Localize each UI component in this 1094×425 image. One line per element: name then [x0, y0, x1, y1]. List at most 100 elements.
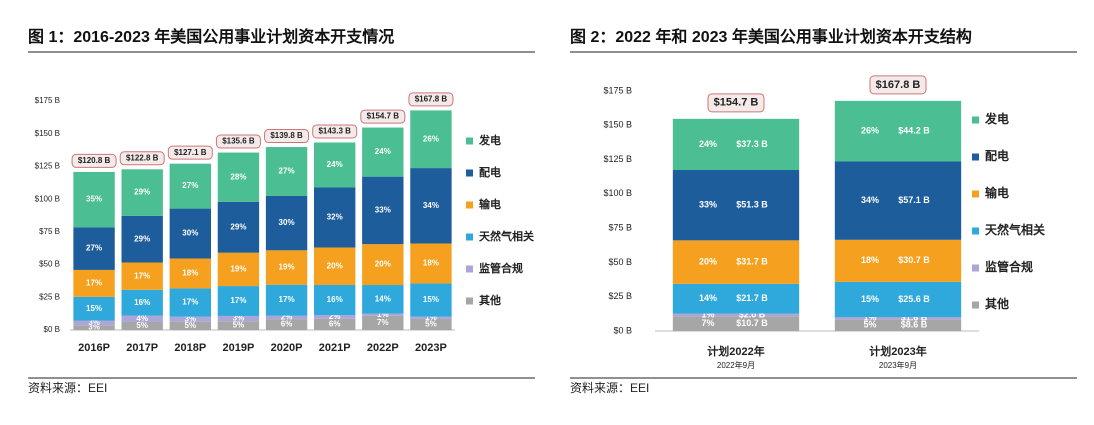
bar-segment — [169, 208, 212, 259]
total-label: $167.8 B — [415, 95, 448, 104]
legend-label: 其他 — [985, 296, 1009, 311]
value-label: 4% — [136, 314, 148, 323]
bar-segment — [313, 142, 356, 188]
bar-segment — [265, 319, 308, 330]
legend-label: 配电 — [479, 165, 501, 179]
x-tick-label: 2020P — [271, 342, 303, 354]
bar-segment — [265, 195, 308, 251]
value-label: 26% — [423, 134, 439, 143]
value-label: $25.6 B — [898, 294, 930, 304]
legend-label: 其他 — [479, 293, 501, 307]
value-label: $44.2 B — [898, 126, 930, 136]
total-label: $127.1 B — [174, 148, 207, 157]
value-label: $21.7 B — [736, 293, 768, 303]
x-tick-label: 2017P — [126, 342, 158, 354]
bar-segment — [217, 286, 260, 316]
x-tick-label: 2019P — [223, 342, 255, 354]
bar-segment — [313, 187, 356, 248]
value-label: $2.0 B — [739, 309, 766, 319]
total-label: $167.8 B — [876, 79, 921, 91]
bar-segment — [410, 283, 452, 317]
bar-segment — [121, 215, 163, 263]
value-label: 32% — [327, 213, 343, 222]
value-label: 17% — [279, 295, 295, 304]
bar-segment — [313, 314, 356, 319]
legend-swatch — [466, 297, 473, 305]
value-label: 2% — [329, 312, 341, 321]
value-label: 3% — [233, 314, 245, 323]
value-label: 35% — [86, 195, 102, 204]
value-label: 18% — [182, 269, 198, 278]
value-label: $8.6 B — [901, 319, 928, 329]
value-label: 5% — [136, 321, 148, 330]
legend-label: 天然气相关 — [985, 222, 1045, 237]
total-label: $143.3 B — [318, 127, 351, 136]
value-label: 3% — [88, 318, 100, 327]
x-tick-label: 2016P — [78, 342, 110, 354]
bar-segment — [362, 285, 404, 314]
value-label: 6% — [281, 320, 293, 329]
y-tick-label: $25 B — [39, 292, 60, 301]
bar-segment — [362, 244, 404, 286]
share-label: 24% — [699, 139, 717, 149]
x-tick-label: 计划2022年 — [707, 344, 764, 358]
value-label: 1% — [377, 310, 389, 319]
x-tick-label: 2021P — [319, 342, 351, 354]
value-label: 3% — [185, 314, 197, 323]
value-label: $30.7 B — [898, 255, 930, 265]
total-box — [71, 153, 117, 168]
value-label: 17% — [86, 278, 102, 287]
bar-segment — [73, 325, 115, 330]
share-label: 1% — [701, 309, 714, 319]
legend-label: 输电 — [985, 185, 1009, 200]
total-label: $154.7 B — [714, 97, 759, 109]
value-label: 34% — [423, 201, 439, 210]
source: 资料来源：EEI — [28, 381, 107, 395]
y-tick-label: $125 B — [35, 162, 60, 171]
value-label: 6% — [329, 319, 341, 328]
total-box — [167, 145, 213, 160]
legend-label: 输电 — [479, 197, 501, 211]
bar-segment — [672, 313, 800, 317]
x-sub-label: 2023年9月 — [879, 360, 917, 370]
share-label: 1% — [863, 312, 876, 322]
value-label: $51.3 B — [736, 200, 768, 210]
value-label: 29% — [134, 234, 150, 243]
share-label: 33% — [699, 200, 717, 210]
bar-segment — [73, 227, 115, 270]
y-tick-label: $0 B — [44, 325, 60, 334]
bar-segment — [672, 316, 800, 331]
y-tick-label: $125 B — [603, 154, 632, 164]
legend-swatch — [466, 169, 473, 177]
legend-label: 天然气相关 — [479, 229, 534, 243]
total-label: $139.8 B — [270, 131, 303, 140]
value-label: 20% — [375, 260, 391, 269]
bar-segment — [410, 110, 452, 169]
bar-segment — [410, 243, 452, 284]
bar-segment — [73, 296, 115, 321]
bar-segment — [834, 100, 962, 162]
bar-segment — [217, 315, 260, 322]
bar-segment — [362, 315, 404, 330]
total-label: $135.6 B — [222, 137, 255, 146]
bar-segment — [265, 250, 308, 285]
value-label: 16% — [327, 295, 343, 304]
value-label: 5% — [185, 321, 197, 330]
y-tick-label: $100 B — [603, 188, 632, 198]
value-label: 3% — [88, 323, 100, 332]
value-label: 29% — [230, 222, 246, 231]
y-tick-label: $0 B — [613, 325, 632, 335]
legend-label: 发电 — [984, 111, 1009, 126]
value-label: 5% — [233, 321, 245, 330]
x-tick-label: 2018P — [174, 342, 206, 354]
value-label: 15% — [86, 304, 102, 313]
bar-segment — [121, 321, 163, 330]
value-label: 27% — [182, 181, 198, 190]
value-label: 24% — [327, 160, 343, 169]
value-label: 30% — [279, 218, 295, 227]
bar-segment — [73, 269, 115, 297]
bar-segment — [217, 321, 260, 330]
value-label: 16% — [134, 298, 150, 307]
total-label: $120.8 B — [78, 156, 111, 165]
legend-swatch — [466, 201, 473, 209]
